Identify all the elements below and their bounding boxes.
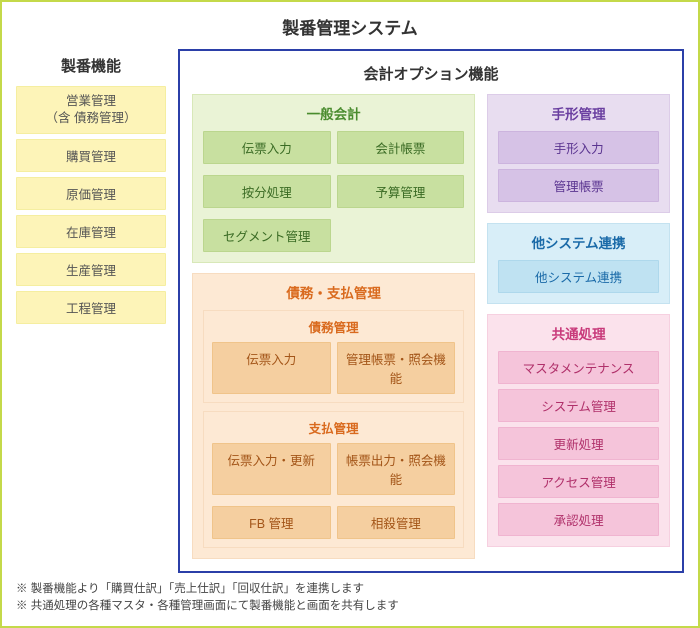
debt-item: 伝票入力: [212, 342, 331, 394]
debt-sub1-title: 債務管理: [212, 317, 455, 336]
footnotes: ※ 製番機能より「購買仕訳」「売上仕訳」「回収仕訳」を連携します ※ 共通処理の…: [16, 581, 684, 616]
general-item: 伝票入力: [203, 131, 331, 164]
seiban-title: 製番機能: [16, 55, 166, 76]
seiban-item: 営業管理 （含 債務管理）: [16, 86, 166, 134]
footnote-line: ※ 共通処理の各種マスタ・各種管理画面にて製番機能と画面を共有します: [16, 598, 684, 615]
common-panel: 共通処理 マスタメンテナンス システム管理 更新処理 アクセス管理 承認処理: [487, 314, 670, 547]
debt-sub2: 支払管理 伝票入力・更新 帳票出力・照会機能 FB 管理 相殺管理: [203, 411, 464, 548]
debt-title: 債務・支払管理: [203, 282, 464, 302]
system-container: 製番管理システム 製番機能 営業管理 （含 債務管理） 購買管理 原価管理 在庫…: [0, 0, 700, 628]
bill-item: 手形入力: [498, 131, 659, 164]
seiban-item: 原価管理: [16, 177, 166, 210]
common-item: システム管理: [498, 389, 659, 422]
common-item: 承認処理: [498, 503, 659, 536]
seiban-item: 在庫管理: [16, 215, 166, 248]
seiban-column: 製番機能 営業管理 （含 債務管理） 購買管理 原価管理 在庫管理 生産管理 工…: [16, 49, 166, 573]
general-panel: 一般会計 伝票入力 会計帳票 按分処理 予算管理 セグメント管理: [192, 94, 475, 263]
accounting-box: 会計オプション機能 一般会計 伝票入力 会計帳票 按分処理 予算管理 セグメント…: [178, 49, 684, 573]
debt-sub1: 債務管理 伝票入力 管理帳票・照会機能: [203, 310, 464, 403]
seiban-item: 工程管理: [16, 291, 166, 324]
system-title: 製番管理システム: [16, 14, 684, 39]
bill-item: 管理帳票: [498, 169, 659, 202]
main-row: 製番機能 営業管理 （含 債務管理） 購買管理 原価管理 在庫管理 生産管理 工…: [16, 49, 684, 573]
pay-item: 伝票入力・更新: [212, 443, 331, 495]
link-item: 他システム連携: [498, 260, 659, 293]
bill-title: 手形管理: [498, 103, 659, 123]
footnote-line: ※ 製番機能より「購買仕訳」「売上仕訳」「回収仕訳」を連携します: [16, 581, 684, 598]
accounting-grid: 一般会計 伝票入力 会計帳票 按分処理 予算管理 セグメント管理 債務・支払管理…: [192, 94, 670, 559]
seiban-item: 購買管理: [16, 139, 166, 172]
link-title: 他システム連携: [498, 232, 659, 252]
common-item: アクセス管理: [498, 465, 659, 498]
bill-panel: 手形管理 手形入力 管理帳票: [487, 94, 670, 213]
general-title: 一般会計: [203, 103, 464, 123]
debt-item: 管理帳票・照会機能: [337, 342, 456, 394]
general-item: 予算管理: [337, 175, 465, 208]
link-panel: 他システム連携 他システム連携: [487, 223, 670, 304]
general-item: セグメント管理: [203, 219, 331, 252]
accounting-right-col: 手形管理 手形入力 管理帳票 他システム連携 他システム連携 共通処理 マスタメ…: [487, 94, 670, 559]
accounting-left-col: 一般会計 伝票入力 会計帳票 按分処理 予算管理 セグメント管理 債務・支払管理…: [192, 94, 475, 559]
general-item: 会計帳票: [337, 131, 465, 164]
accounting-title: 会計オプション機能: [192, 63, 670, 84]
common-item: 更新処理: [498, 427, 659, 460]
pay-item: 相殺管理: [337, 506, 456, 539]
pay-item: FB 管理: [212, 506, 331, 539]
common-title: 共通処理: [498, 323, 659, 343]
general-item: 按分処理: [203, 175, 331, 208]
pay-item: 帳票出力・照会機能: [337, 443, 456, 495]
seiban-item: 生産管理: [16, 253, 166, 286]
common-item: マスタメンテナンス: [498, 351, 659, 384]
debt-panel: 債務・支払管理 債務管理 伝票入力 管理帳票・照会機能 支払管理 伝票入力・更新: [192, 273, 475, 559]
debt-sub2-title: 支払管理: [212, 418, 455, 437]
